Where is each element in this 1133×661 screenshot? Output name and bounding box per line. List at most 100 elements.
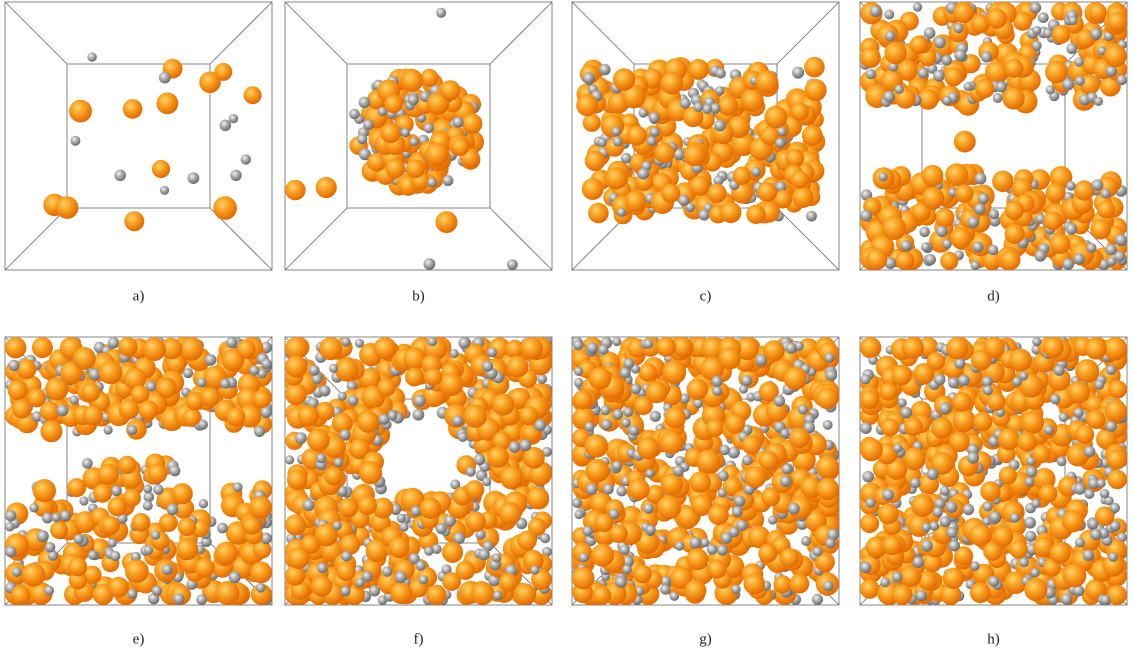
gas-atom [621, 555, 634, 568]
gas-atom [987, 244, 999, 256]
metal-atom [909, 35, 929, 54]
gas-atom [450, 479, 461, 490]
metal-atom [519, 406, 539, 426]
gas-atom [715, 86, 725, 96]
gas-atom [542, 446, 552, 457]
gas-atom [169, 465, 181, 477]
gas-atom [746, 392, 756, 402]
gas-atom [410, 505, 422, 517]
gas-atom [970, 561, 980, 571]
metal-atom [526, 487, 550, 510]
gas-atom [693, 398, 704, 409]
gas-atom [56, 404, 69, 417]
gas-atom [110, 550, 121, 562]
metal-atom [921, 164, 944, 187]
gas-atom [926, 468, 939, 480]
gas-atom [363, 119, 374, 131]
metal-atom [860, 579, 880, 599]
gas-atom [412, 408, 425, 421]
panel-label: b) [412, 288, 425, 304]
box-edge [4, 207, 68, 271]
metal-atom [953, 2, 975, 24]
atoms [576, 56, 827, 225]
gas-atom [1075, 76, 1085, 86]
metal-atom [122, 488, 141, 507]
gas-atom [361, 571, 373, 582]
metal-atom [1004, 58, 1024, 78]
metal-atom [5, 337, 27, 359]
metal-atom [904, 417, 923, 436]
gas-atom [508, 441, 521, 453]
metal-atom [621, 84, 646, 109]
metal-atom [880, 418, 900, 437]
gas-atom [621, 418, 631, 428]
metal-atom [891, 584, 913, 605]
metal-atom [465, 480, 485, 500]
panel [284, 1, 553, 271]
metal-atom [1088, 3, 1107, 22]
metal-atom [930, 452, 954, 475]
gas-atom [860, 209, 872, 222]
gas-atom [934, 374, 946, 386]
gas-atom [103, 425, 113, 435]
metal-atom [367, 152, 387, 172]
gas-atom [574, 509, 584, 520]
gas-atom [573, 366, 584, 376]
metal-atom [1075, 425, 1095, 444]
gas-atom [1107, 257, 1117, 267]
metal-atom [934, 208, 955, 228]
metal-atom [32, 479, 56, 503]
gas-atom [341, 551, 352, 562]
metal-atom [689, 175, 710, 196]
metal-atom [68, 571, 88, 590]
metal-atom [319, 337, 343, 361]
metal-atom [185, 391, 205, 411]
gas-atom [768, 515, 778, 525]
metal-atom [357, 495, 377, 515]
gas-atom [586, 342, 599, 354]
gas-atom [992, 93, 1003, 103]
metal-atom [336, 561, 356, 581]
gas-atom [465, 466, 476, 477]
metal-atom [31, 337, 53, 358]
metal-atom [40, 420, 63, 443]
gas-atom [1099, 488, 1110, 499]
gas-atom [1043, 28, 1053, 39]
metal-atom [403, 347, 427, 371]
gas-atom [482, 540, 494, 552]
gas-atom [1073, 253, 1085, 265]
metal-atom [969, 582, 991, 604]
metal-atom [633, 564, 652, 584]
metal-atom [380, 123, 401, 144]
gas-atom [424, 546, 434, 556]
gas-atom [492, 590, 503, 601]
gas-atom [1109, 502, 1120, 513]
gas-atom [940, 485, 950, 496]
metal-atom [572, 567, 595, 590]
outer-box [284, 1, 553, 271]
gas-atom [635, 586, 645, 596]
metal-atom [11, 399, 32, 419]
metal-atom [338, 498, 358, 518]
metal-atom [917, 88, 939, 110]
gas-atom [487, 347, 498, 358]
metal-atom [946, 337, 969, 360]
gas-atom [611, 460, 623, 471]
metal-atom [182, 408, 201, 427]
metal-atom [372, 497, 394, 519]
gas-atom [1074, 57, 1084, 67]
gas-atom [706, 544, 718, 555]
metal-atom [594, 513, 614, 533]
metal-atom [922, 552, 943, 573]
gas-atom [114, 169, 126, 182]
gas-atom [582, 525, 593, 537]
metal-atom [101, 516, 120, 535]
metal-atom [816, 387, 838, 410]
metal-atom [986, 8, 1007, 29]
box-edge [571, 1, 635, 65]
gas-atom [240, 154, 251, 165]
metal-atom [761, 487, 781, 507]
gas-atom [714, 119, 726, 132]
gas-atom [801, 536, 811, 546]
gas-atom [980, 51, 993, 63]
